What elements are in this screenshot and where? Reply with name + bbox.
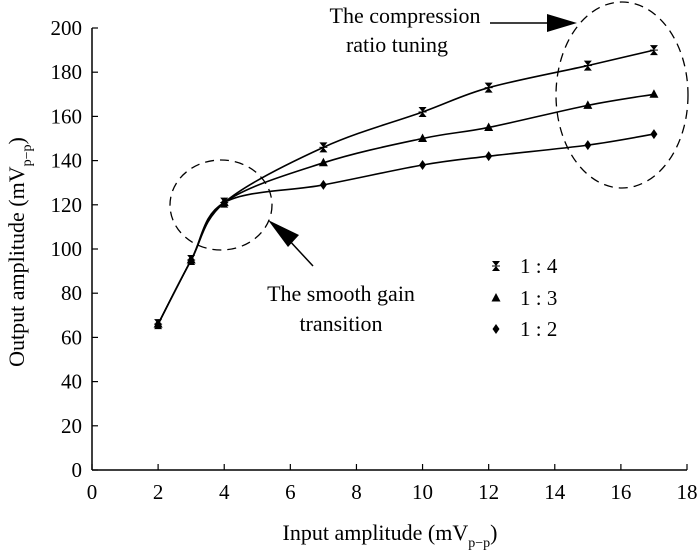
legend: 1 : 4 1 : 3 1 : 2 [491, 254, 558, 341]
data-point-star-cross-icon [418, 106, 427, 117]
data-point-diamond-icon [492, 324, 500, 334]
legend-marker-diamond-icon [492, 324, 500, 334]
data-point-diamond-icon [319, 179, 327, 190]
y-tick-label: 200 [51, 16, 83, 40]
data-point-triangle-icon [491, 293, 501, 302]
legend-item-1-2: 1 : 2 [492, 317, 557, 341]
data-point-star-cross-icon [649, 45, 658, 56]
y-axis-label: Output amplitude (mVp−p) [4, 137, 35, 367]
y-tick-label: 180 [51, 60, 83, 84]
data-point-triangle-icon [484, 122, 494, 131]
data-point-diamond-icon [419, 160, 427, 171]
data-point-diamond-icon [650, 129, 658, 140]
data-point-diamond-icon [485, 151, 493, 162]
y-tick-label: 80 [61, 281, 82, 305]
x-axis-label: Input amplitude (mVp−p) [283, 520, 498, 551]
compression-annotation-line-1: The compression [330, 3, 481, 28]
x-tick-label: 14 [544, 480, 566, 504]
axes [91, 28, 687, 471]
data-point-star-cross-icon [583, 60, 592, 71]
smooth-transition-ellipse [169, 159, 273, 251]
transition-annotation-line-2: transition [299, 311, 382, 336]
data-point-diamond-icon [584, 140, 592, 151]
y-tick-label: 40 [61, 370, 82, 394]
compression-annotation-line-2: ratio tuning [346, 32, 448, 57]
data-point-diamond-icon [220, 197, 228, 208]
legend-item-1-4: 1 : 4 [492, 254, 558, 278]
tick-labels: 0 2 4 6 8 10 12 14 16 180204060801001201401601802… [51, 16, 698, 504]
y-tick-label: 0 [72, 458, 83, 482]
legend-marker-star-cross-icon [492, 261, 500, 271]
data-point-star-cross-icon [319, 142, 328, 153]
x-tick-label: 16 [610, 480, 631, 504]
data-point-star-cross-icon [484, 82, 493, 93]
x-tick-label: 6 [285, 480, 296, 504]
data-point-triangle-icon [418, 133, 428, 142]
series-line [157, 133, 655, 325]
x-tick-label: 12 [478, 480, 499, 504]
legend-label: 1 : 3 [520, 286, 557, 310]
y-tick-label: 60 [61, 325, 82, 349]
y-tick-label: 100 [51, 237, 83, 261]
legend-label: 1 : 4 [520, 254, 558, 278]
data-point-triangle-icon [318, 157, 328, 167]
transition-annotation-line-1: The smooth gain [267, 281, 415, 306]
y-tick-label: 20 [61, 414, 82, 438]
x-tick-label: 10 [412, 480, 433, 504]
data-point-triangle-icon [649, 89, 659, 98]
y-tick-label: 120 [51, 193, 83, 217]
x-tick-label: 0 [87, 480, 98, 504]
x-tick-label: 2 [153, 480, 164, 504]
transition-arrowhead-icon [268, 220, 299, 247]
y-tick-label: 160 [51, 104, 83, 128]
x-tick-label: 18 [677, 480, 698, 504]
series-diamond [154, 129, 658, 330]
legend-label: 1 : 2 [520, 317, 557, 341]
data-point-triangle-icon [583, 100, 593, 109]
x-tick-label: 4 [219, 480, 230, 504]
data-point-diamond-icon [187, 255, 195, 266]
compression-arrowhead-icon [547, 14, 577, 32]
tick-marks [91, 27, 688, 471]
y-tick-label: 140 [51, 149, 83, 173]
x-tick-label: 8 [351, 480, 362, 504]
annotations: The compression ratio tuning The smooth … [169, 1, 689, 336]
data-point-diamond-icon [154, 319, 162, 330]
legend-marker-triangle-icon [491, 293, 501, 302]
series-layer [153, 45, 659, 330]
compression-ellipse [555, 1, 689, 189]
data-point-star-cross-icon [492, 261, 500, 271]
legend-item-1-3: 1 : 3 [491, 286, 557, 310]
